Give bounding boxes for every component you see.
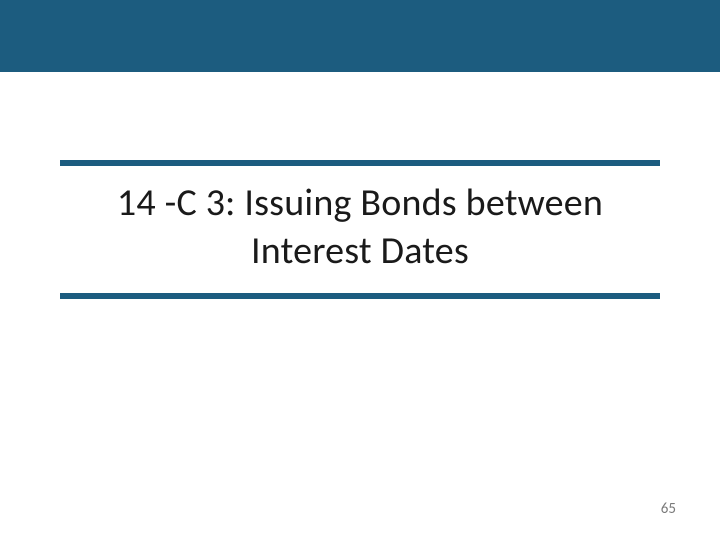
bottom-rule bbox=[60, 293, 660, 299]
slide-title: 14 -C 3: Issuing Bonds between Interest … bbox=[60, 166, 660, 293]
title-line-2: Interest Dates bbox=[251, 228, 469, 274]
title-block: 14 -C 3: Issuing Bonds between Interest … bbox=[60, 160, 660, 299]
header-bar bbox=[0, 0, 720, 72]
page-number: 65 bbox=[661, 500, 676, 518]
title-line-1: 14 -C 3: Issuing Bonds between bbox=[117, 180, 603, 226]
